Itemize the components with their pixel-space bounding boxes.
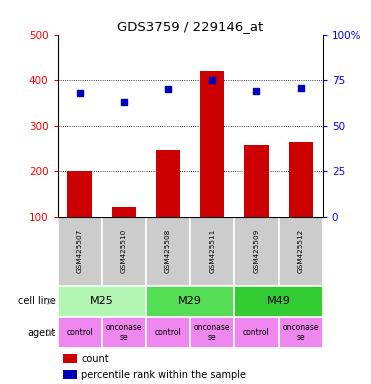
Bar (58, 286, 146, 317)
Bar (156, 150, 180, 217)
Point (165, 86, 171, 93)
Text: GSM425511: GSM425511 (209, 229, 215, 273)
Text: cell line: cell line (17, 296, 55, 306)
Bar (112, 207, 136, 217)
Bar (190, 217, 234, 286)
Text: GSM425508: GSM425508 (165, 229, 171, 273)
Text: onconase
se: onconase se (282, 323, 319, 342)
Point (121, 99, 127, 105)
Text: count: count (81, 354, 109, 364)
Bar (279, 317, 323, 348)
Text: agent: agent (27, 328, 55, 338)
Bar (102, 217, 146, 286)
Text: M49: M49 (267, 296, 290, 306)
Text: M25: M25 (90, 296, 114, 306)
Text: onconase
se: onconase se (106, 323, 142, 342)
Text: GSM425507: GSM425507 (76, 229, 83, 273)
Text: control: control (66, 328, 93, 337)
Bar (68, 172, 92, 217)
Point (253, 88, 259, 94)
Bar (58, 317, 102, 348)
Bar (244, 146, 269, 217)
Bar (146, 286, 234, 317)
Text: onconase
se: onconase se (194, 323, 230, 342)
Bar (190, 317, 234, 348)
Bar (146, 217, 190, 286)
Bar (234, 317, 279, 348)
Text: GSM425510: GSM425510 (121, 229, 127, 273)
Bar (279, 217, 323, 286)
Title: GDS3759 / 229146_at: GDS3759 / 229146_at (117, 20, 263, 33)
Text: GSM425509: GSM425509 (253, 229, 259, 273)
Text: percentile rank within the sample: percentile rank within the sample (81, 370, 246, 380)
Bar (234, 217, 279, 286)
Bar (63, 370, 78, 379)
Text: M29: M29 (178, 296, 202, 306)
Bar (289, 142, 313, 217)
Bar (200, 71, 224, 217)
Text: control: control (243, 328, 270, 337)
Bar (146, 317, 190, 348)
Bar (234, 286, 323, 317)
Text: control: control (155, 328, 181, 337)
Bar (58, 217, 102, 286)
Point (77, 90, 83, 96)
Bar (63, 354, 78, 363)
Point (209, 77, 215, 83)
Point (298, 84, 303, 91)
Text: GSM425512: GSM425512 (298, 229, 304, 273)
Bar (102, 317, 146, 348)
